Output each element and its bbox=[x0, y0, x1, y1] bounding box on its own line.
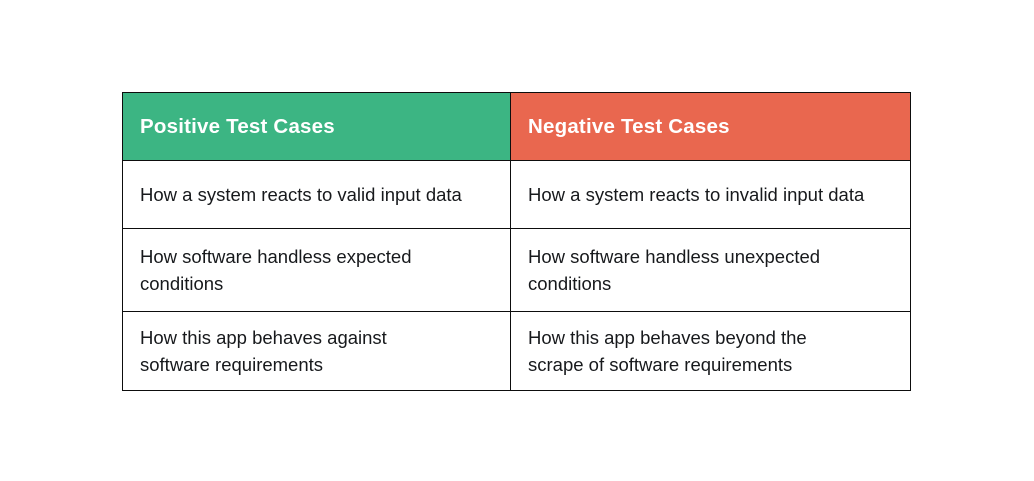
test-cases-comparison-table: Positive Test Cases Negative Test Cases … bbox=[122, 92, 911, 391]
positive-cell-against-requirements: How this app behaves against software re… bbox=[122, 311, 511, 391]
positive-cell-expected-conditions: How software handless expected condition… bbox=[122, 228, 511, 312]
table-header-row: Positive Test Cases Negative Test Cases bbox=[122, 92, 911, 161]
positive-cell-valid-input: How a system reacts to valid input data bbox=[122, 160, 511, 229]
negative-cell-invalid-input: How a system reacts to invalid input dat… bbox=[510, 160, 911, 229]
table-row-software-requirements: How this app behaves against software re… bbox=[122, 311, 911, 391]
negative-test-cases-header: Negative Test Cases bbox=[510, 92, 911, 161]
table-row-expected-vs-unexpected-conditions: How software handless expected condition… bbox=[122, 228, 911, 312]
positive-test-cases-header: Positive Test Cases bbox=[122, 92, 511, 161]
negative-cell-unexpected-conditions: How software handless unexpected conditi… bbox=[510, 228, 911, 312]
table-row-valid-vs-invalid-input: How a system reacts to valid input data … bbox=[122, 160, 911, 229]
negative-cell-beyond-requirements: How this app behaves beyond the scrape o… bbox=[510, 311, 911, 391]
